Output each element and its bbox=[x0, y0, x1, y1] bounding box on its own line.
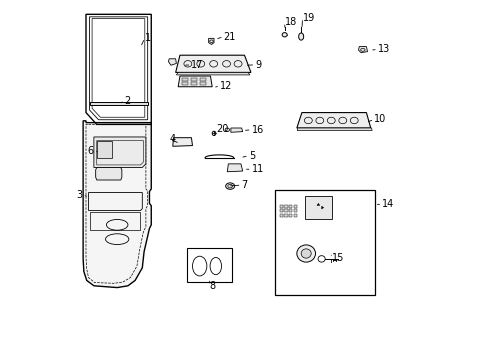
Text: 1: 1 bbox=[144, 33, 151, 43]
Bar bbox=[293, 214, 296, 217]
Text: 2: 2 bbox=[124, 96, 131, 106]
Polygon shape bbox=[358, 46, 367, 53]
Bar bbox=[187, 248, 231, 282]
Polygon shape bbox=[190, 78, 197, 81]
Text: 4: 4 bbox=[169, 135, 176, 144]
Polygon shape bbox=[316, 203, 319, 206]
Bar bbox=[284, 210, 287, 212]
Polygon shape bbox=[297, 128, 371, 131]
Polygon shape bbox=[321, 206, 323, 209]
Bar bbox=[293, 210, 296, 212]
Polygon shape bbox=[227, 164, 242, 172]
Text: 18: 18 bbox=[284, 17, 296, 27]
Text: 16: 16 bbox=[251, 125, 264, 135]
Bar bbox=[284, 214, 287, 217]
Ellipse shape bbox=[298, 33, 303, 40]
Polygon shape bbox=[96, 167, 122, 180]
Bar bbox=[288, 205, 292, 208]
Text: 5: 5 bbox=[248, 150, 255, 161]
Polygon shape bbox=[83, 121, 151, 288]
Polygon shape bbox=[199, 78, 206, 81]
Text: 21: 21 bbox=[223, 32, 236, 41]
Text: 9: 9 bbox=[255, 60, 261, 70]
Polygon shape bbox=[176, 72, 249, 75]
Bar bbox=[288, 210, 292, 212]
Text: 15: 15 bbox=[331, 253, 344, 263]
Ellipse shape bbox=[301, 249, 310, 258]
Polygon shape bbox=[208, 39, 214, 44]
Text: 14: 14 bbox=[382, 199, 394, 210]
Text: 3: 3 bbox=[76, 190, 82, 200]
Polygon shape bbox=[97, 141, 112, 158]
Text: 17: 17 bbox=[191, 60, 203, 70]
Bar bbox=[279, 210, 282, 212]
Bar bbox=[274, 190, 374, 296]
Polygon shape bbox=[89, 102, 147, 105]
Text: 13: 13 bbox=[377, 45, 389, 54]
Text: 11: 11 bbox=[251, 164, 264, 174]
Polygon shape bbox=[199, 82, 206, 85]
Polygon shape bbox=[182, 82, 188, 85]
Bar bbox=[288, 214, 292, 217]
Ellipse shape bbox=[282, 33, 286, 37]
Text: 12: 12 bbox=[220, 81, 232, 91]
Polygon shape bbox=[190, 82, 197, 85]
Bar bbox=[279, 205, 282, 208]
Text: 10: 10 bbox=[373, 114, 386, 125]
Polygon shape bbox=[178, 76, 212, 87]
Ellipse shape bbox=[296, 245, 315, 262]
Bar bbox=[293, 205, 296, 208]
Bar bbox=[279, 214, 282, 217]
Bar bbox=[284, 205, 287, 208]
Bar bbox=[304, 196, 331, 220]
Polygon shape bbox=[230, 128, 242, 132]
Text: 6: 6 bbox=[87, 146, 94, 156]
Polygon shape bbox=[168, 59, 176, 65]
Ellipse shape bbox=[225, 183, 234, 189]
Polygon shape bbox=[182, 78, 188, 81]
Text: 7: 7 bbox=[241, 180, 247, 190]
Text: 20: 20 bbox=[215, 124, 228, 134]
Text: 19: 19 bbox=[302, 13, 314, 23]
Text: 8: 8 bbox=[209, 281, 215, 291]
Polygon shape bbox=[175, 55, 250, 72]
Polygon shape bbox=[94, 137, 145, 167]
Polygon shape bbox=[172, 138, 192, 146]
Polygon shape bbox=[296, 113, 370, 128]
